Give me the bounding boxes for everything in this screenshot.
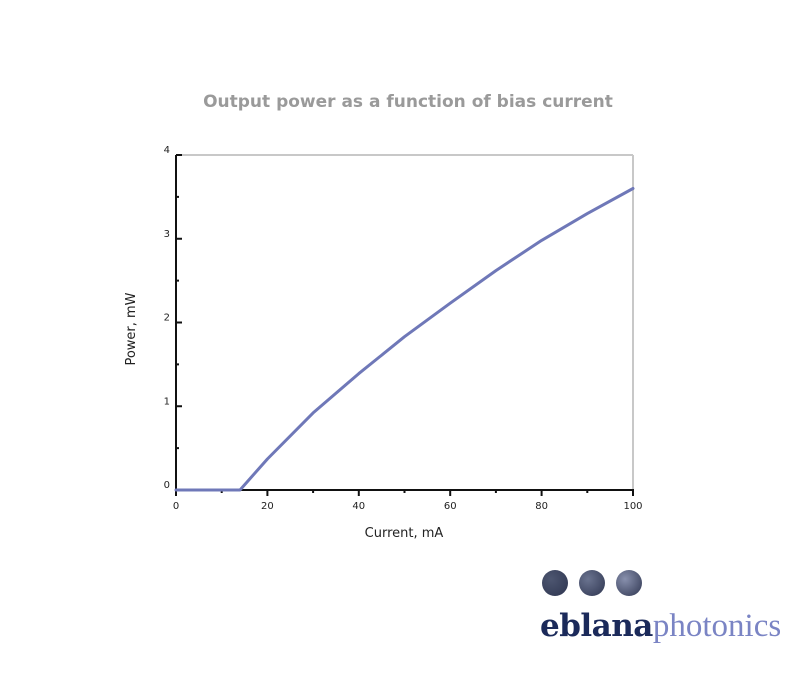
x-axis-label: Current, mA [365,526,444,541]
logo-dot [579,570,605,596]
y-tick-label: 3 [164,229,170,240]
x-tick-label: 40 [352,501,365,512]
chart-ticks: 0 20 40 60 80 100 0 1 2 3 4 [164,145,643,512]
y-axis-label: Power, mW [124,292,139,365]
y-tick-label: 1 [164,396,170,407]
x-tick-label: 0 [173,501,179,512]
logo-light-text: photonics [652,608,782,644]
x-tick-label: 100 [623,501,642,512]
x-tick-label: 80 [535,501,548,512]
eblana-photonics-logo: eblanaphotonics [540,566,790,646]
y-tick-label: 4 [164,145,170,156]
series-line [174,187,635,492]
x-tick-label: 60 [444,501,457,512]
logo-dot [542,570,568,596]
x-tick-label: 20 [261,501,274,512]
chart-axes [175,154,634,491]
logo-bold-text: eblana [540,608,653,644]
logo-wordmark: eblanaphotonics [540,608,781,645]
chart-title: Output power as a function of bias curre… [203,92,613,112]
logo-dot [616,570,642,596]
y-tick-label: 2 [164,313,170,324]
chart-series [174,187,635,492]
y-tick-label: 0 [164,480,170,491]
